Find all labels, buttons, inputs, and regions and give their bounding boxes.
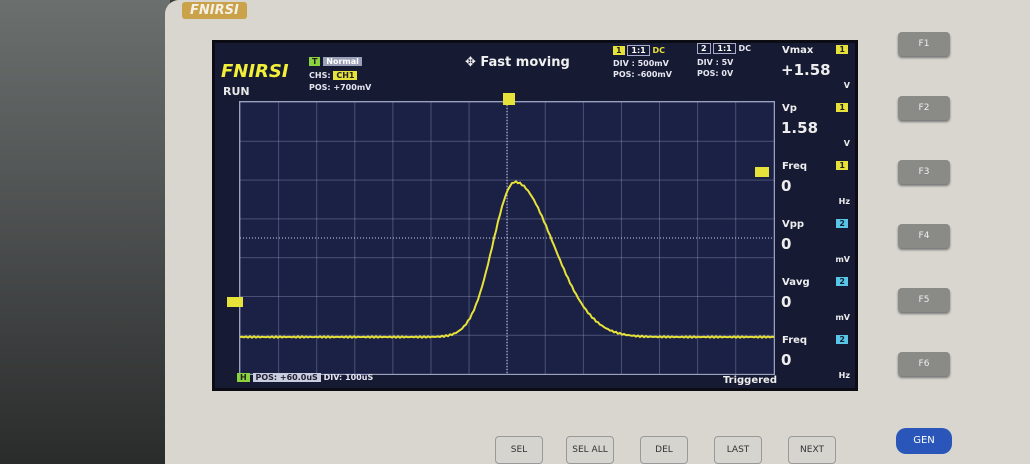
timebase-pos[interactable]: POS: +60.0uS [252, 373, 321, 382]
function-key-f5[interactable]: F5 [898, 288, 950, 312]
measurement-value: 0 [781, 351, 792, 369]
measurement-vpp-ch2[interactable]: Vpp 2 0 mV [778, 219, 852, 275]
measurement-value: 0 [781, 293, 792, 311]
ch1-trace [240, 180, 774, 339]
measurement-channel: 2 [836, 219, 848, 228]
measurement-name: Vmax [782, 45, 814, 56]
measurement-name: Vavg [782, 277, 810, 288]
measurement-value: 0 [781, 177, 792, 195]
trigger-state: Triggered [722, 375, 777, 386]
measurement-name: Freq [782, 161, 808, 172]
last-button[interactable]: LAST [714, 436, 762, 464]
measurement-freq-ch1[interactable]: Freq 1 0 Hz [778, 161, 852, 217]
measurement-panel: Vmax 1 +1.58 V Vp 1 1.58 V Freq 1 0 Hz Vpp … [778, 43, 852, 383]
function-key-f1[interactable]: F1 [898, 32, 950, 56]
sel-button[interactable]: SEL [495, 436, 543, 464]
ch2-pos: POS: 0V [697, 69, 734, 78]
measurement-name: Vpp [782, 219, 805, 230]
measurement-unit: Hz [838, 197, 850, 206]
measurement-channel: 1 [836, 103, 848, 112]
trigger-tag: T [309, 57, 321, 66]
measurement-name: Freq [782, 335, 808, 346]
measurement-vavg-ch2[interactable]: Vavg 2 0 mV [778, 277, 852, 333]
ch1-pos: POS: -600mV [613, 70, 672, 79]
next-button[interactable]: NEXT [788, 436, 836, 464]
function-key-f2[interactable]: F2 [898, 96, 950, 120]
measurement-unit: V [843, 81, 850, 90]
measurement-channel: 2 [836, 335, 848, 344]
brand-logo: FNIRSI [182, 2, 247, 19]
del-button[interactable]: DEL [640, 436, 688, 464]
measurement-unit: V [843, 139, 850, 148]
ch2-coupling: DC [738, 44, 752, 53]
measurement-name: Vp [782, 103, 797, 114]
ch2-probe: 1:1 [713, 43, 736, 54]
measurement-freq-ch2[interactable]: Freq 2 0 Hz [778, 335, 852, 391]
timebase-tag: H [237, 373, 250, 382]
gen-button[interactable]: GEN [896, 428, 952, 454]
measurement-channel: 2 [836, 277, 848, 286]
trigger-mode[interactable]: Normal [323, 57, 362, 66]
ch1-div: DIV : 500mV [613, 59, 669, 68]
trigger-time-marker[interactable] [503, 93, 515, 105]
function-key-f3[interactable]: F3 [898, 160, 950, 184]
measurement-vp-ch1[interactable]: Vp 1 1.58 V [778, 103, 852, 159]
measurement-value: 0 [781, 235, 792, 253]
run-status[interactable]: RUN [223, 85, 250, 98]
measurement-channel: 1 [836, 45, 848, 54]
measurement-unit: mV [835, 313, 850, 322]
oscilloscope-screen: FNIRSI RUN T Normal CHS: CH1 POS: +700mV… [212, 40, 858, 391]
function-key-f4[interactable]: F4 [898, 224, 950, 248]
function-key-f6[interactable]: F6 [898, 352, 950, 376]
ch1-coupling: DC [652, 46, 666, 55]
ch1-probe: 1:1 [627, 45, 650, 56]
waveform-grid[interactable] [239, 101, 775, 375]
background [0, 0, 170, 464]
mode-title: ✥ Fast moving [465, 55, 570, 70]
measurement-value: 1.58 [781, 119, 819, 137]
measurement-unit: Hz [838, 371, 850, 380]
waveform-svg [240, 102, 774, 374]
trigger-source-label: CHS: [309, 71, 331, 80]
ch2-div: DIV : 5V [697, 58, 734, 67]
trigger-level-marker[interactable] [755, 167, 769, 177]
ch1-tag[interactable]: 1 [613, 46, 625, 55]
measurement-vmax-ch1[interactable]: Vmax 1 +1.58 V [778, 45, 852, 101]
sel-all-button[interactable]: SEL ALL [566, 436, 614, 464]
timebase-div[interactable]: DIV: 100uS [323, 373, 374, 382]
trigger-pos: POS: +700mV [309, 83, 372, 92]
ch1-offset-marker[interactable] [227, 297, 243, 307]
measurement-value: +1.58 [781, 61, 831, 79]
trigger-source[interactable]: CH1 [333, 71, 358, 80]
ch2-tag[interactable]: 2 [697, 43, 711, 54]
measurement-unit: mV [835, 255, 850, 264]
screen-logo: FNIRSI [221, 61, 289, 82]
measurement-channel: 1 [836, 161, 848, 170]
